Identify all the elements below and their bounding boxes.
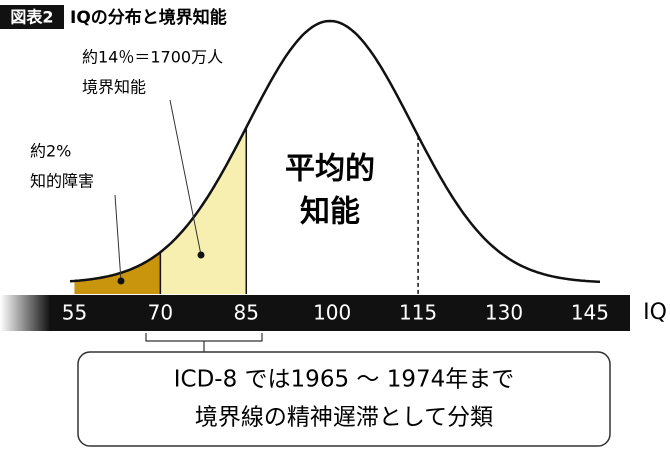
leader-dot — [197, 251, 205, 259]
chart-title: IQの分布と境界知能 — [70, 7, 227, 28]
callout-text: 知的障害 — [30, 172, 94, 191]
leader-line — [114, 194, 122, 282]
callout-text: 約14％＝1700万人 — [82, 48, 223, 67]
callout-text: 約2% — [30, 142, 71, 161]
x-tick-label: 55 — [62, 301, 87, 325]
center-label: 平均的 — [285, 152, 375, 187]
x-tick-label: 145 — [571, 301, 609, 325]
axis-bar — [0, 295, 630, 331]
region — [160, 21, 247, 294]
x-tick-label: 115 — [399, 301, 437, 325]
bracket — [145, 333, 263, 352]
center-label: 知能 — [300, 195, 360, 230]
leader-line — [169, 99, 202, 256]
callout-text: 境界知能 — [82, 78, 146, 97]
x-tick-label: 70 — [148, 301, 173, 325]
leader-dot — [117, 277, 125, 285]
note-text: ICD-8 では1965 〜 1974年まで — [174, 367, 515, 393]
distribution-curve — [69, 19, 601, 284]
x-tick-label: 130 — [485, 301, 523, 325]
x-tick-label: 85 — [234, 301, 259, 325]
x-axis-label: IQ — [643, 300, 667, 325]
title-tag: 図表2 — [10, 8, 53, 27]
note-box — [77, 351, 611, 447]
title-tag-bg — [0, 5, 64, 29]
note-text: 境界線の精神遅滞として分類 — [195, 405, 493, 431]
x-tick-label: 100 — [313, 301, 351, 325]
region — [74, 21, 161, 294]
